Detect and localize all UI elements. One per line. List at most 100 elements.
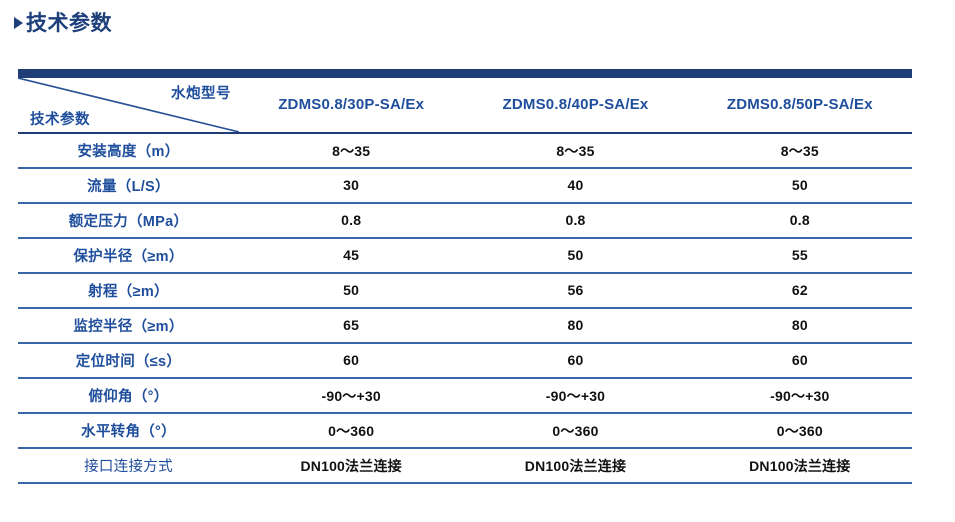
table-row: 监控半径（≥m） 65 80 80 xyxy=(18,308,912,344)
table-cell: 65 xyxy=(239,308,464,344)
triangle-right-icon xyxy=(14,17,23,29)
row-header-label: 接口连接方式 xyxy=(84,459,173,475)
row-header-cell: 安装高度（m） xyxy=(18,133,240,169)
cell-value: 80 xyxy=(567,316,584,333)
cell-value: 60 xyxy=(791,351,808,368)
table-row: 定位时间（≤s） 60 60 60 xyxy=(18,343,912,379)
table-cell: 56 xyxy=(463,273,688,309)
cell-value: 0～360 xyxy=(552,422,599,439)
cell-value: 8～35 xyxy=(332,142,371,159)
cell-value: 55 xyxy=(791,246,808,263)
row-header-cell: 水平转角（°） xyxy=(18,413,240,449)
table-cell: 0～360 xyxy=(687,413,912,449)
cell-value: 0.8 xyxy=(565,211,586,228)
table-cell: DN100法兰连接 xyxy=(463,448,688,484)
table-cell: 40 xyxy=(463,168,688,204)
table-cell: 0.8 xyxy=(239,203,464,239)
cell-value: 80 xyxy=(791,316,808,333)
table-cell: 60 xyxy=(463,343,688,379)
cell-value: 60 xyxy=(567,351,584,368)
row-header-cell: 流量（L/S） xyxy=(18,168,240,204)
row-header-label: 定位时间（≤s） xyxy=(75,354,182,370)
row-header-label: 安装高度（m） xyxy=(77,144,180,160)
cell-value: -90～+30 xyxy=(321,387,381,404)
table-cell: -90～+30 xyxy=(239,378,464,414)
table-cell: 55 xyxy=(687,238,912,274)
table-row: 额定压力（MPa） 0.8 0.8 0.8 xyxy=(18,203,912,239)
cell-value: 60 xyxy=(343,351,360,368)
table-cell: 80 xyxy=(687,308,912,344)
row-header-label: 流量（L/S） xyxy=(87,179,170,195)
diagonal-corner-cell: 水炮型号 技术参数 xyxy=(18,78,240,134)
table-cell: 0.8 xyxy=(687,203,912,239)
cell-value: 0～360 xyxy=(776,422,823,439)
table-cell: 0.8 xyxy=(463,203,688,239)
table-cell: 80 xyxy=(463,308,688,344)
column-header-0: ZDMS0.8/30P-SA/Ex xyxy=(239,78,464,134)
cell-value: 50 xyxy=(343,281,360,298)
table-cell: 45 xyxy=(239,238,464,274)
table-cell: 8～35 xyxy=(239,133,464,169)
cell-value: 45 xyxy=(343,246,360,263)
cell-value: 65 xyxy=(343,316,360,333)
page-title-label: 技术参数 xyxy=(26,12,112,35)
cell-value: 0～360 xyxy=(328,422,375,439)
spec-table-container: 水炮型号 技术参数 ZDMS0.8/30P-SA/Ex ZDMS0.8/40P-… xyxy=(18,69,912,484)
table-row: 保护半径（≥m） 45 50 55 xyxy=(18,238,912,274)
cell-value: 50 xyxy=(567,246,584,263)
cell-value: 0.8 xyxy=(789,211,810,228)
table-cell: 30 xyxy=(239,168,464,204)
column-header-label: ZDMS0.8/40P-SA/Ex xyxy=(502,96,649,113)
table-cell: 0～360 xyxy=(463,413,688,449)
table-row: 俯仰角（°） -90～+30 -90～+30 -90～+30 xyxy=(18,378,912,414)
row-header-label: 射程（≥m） xyxy=(88,284,169,300)
cell-value: 0.8 xyxy=(341,211,362,228)
row-header-label: 监控半径（≥m） xyxy=(73,319,184,335)
cell-value: 62 xyxy=(791,281,808,298)
table-cell: 8～35 xyxy=(687,133,912,169)
page-title: 技术参数 xyxy=(14,7,112,37)
cell-value: 8～35 xyxy=(556,142,595,159)
table-row: 水平转角（°） 0～360 0～360 0～360 xyxy=(18,413,912,449)
cell-value: DN100法兰连接 xyxy=(524,457,627,474)
cell-value: -90～+30 xyxy=(770,387,830,404)
row-header-label: 俯仰角（°） xyxy=(88,389,169,405)
cell-value: DN100法兰连接 xyxy=(749,457,851,474)
table-row: 流量（L/S） 30 40 50 xyxy=(18,168,912,204)
table-top-accent-bar xyxy=(18,69,912,78)
table-row: 接口连接方式 DN100法兰连接 DN100法兰连接 DN100法兰连接 xyxy=(18,448,912,484)
cell-value: 50 xyxy=(791,176,808,193)
table-cell: 60 xyxy=(687,343,912,379)
table-cell: 8～35 xyxy=(463,133,688,169)
table-cell: -90～+30 xyxy=(463,378,688,414)
row-header-label: 保护半径（≥m） xyxy=(73,249,184,265)
cell-value: 56 xyxy=(567,281,584,298)
row-header-cell: 射程（≥m） xyxy=(18,273,240,309)
corner-label-model: 水炮型号 xyxy=(171,86,232,102)
spec-table: 水炮型号 技术参数 ZDMS0.8/30P-SA/Ex ZDMS0.8/40P-… xyxy=(18,78,912,484)
row-header-cell: 额定压力（MPa） xyxy=(18,203,240,239)
column-header-1: ZDMS0.8/40P-SA/Ex xyxy=(463,78,688,134)
row-header-label: 水平转角（°） xyxy=(81,424,176,440)
row-header-cell: 监控半径（≥m） xyxy=(18,308,240,344)
table-cell: DN100法兰连接 xyxy=(687,448,912,484)
table-cell: -90～+30 xyxy=(687,378,912,414)
column-header-2: ZDMS0.8/50P-SA/Ex xyxy=(687,78,912,134)
table-cell: DN100法兰连接 xyxy=(239,448,464,484)
cell-value: 30 xyxy=(343,176,360,193)
column-header-label: ZDMS0.8/30P-SA/Ex xyxy=(278,96,425,113)
cell-value: DN100法兰连接 xyxy=(300,457,402,474)
row-header-cell: 俯仰角（°） xyxy=(18,378,240,414)
table-row: 安装高度（m） 8～35 8～35 8～35 xyxy=(18,133,912,169)
row-header-cell: 定位时间（≤s） xyxy=(18,343,240,379)
table-cell: 50 xyxy=(687,168,912,204)
table-cell: 50 xyxy=(463,238,688,274)
table-row: 射程（≥m） 50 56 62 xyxy=(18,273,912,309)
table-cell: 62 xyxy=(687,273,912,309)
row-header-cell: 保护半径（≥m） xyxy=(18,238,240,274)
table-cell: 50 xyxy=(239,273,464,309)
diagonal-divider-line xyxy=(18,78,240,132)
cell-value: -90～+30 xyxy=(545,387,606,404)
row-header-label: 额定压力（MPa） xyxy=(68,214,189,230)
cell-value: 8～35 xyxy=(780,142,819,159)
